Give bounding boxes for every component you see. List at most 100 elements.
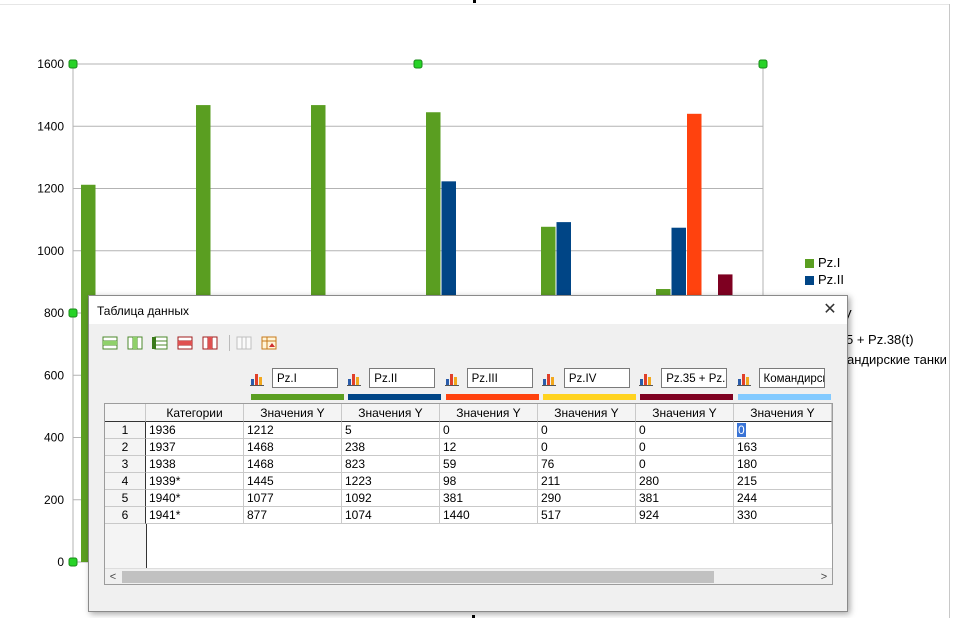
value-cell[interactable]: 381	[636, 490, 734, 507]
delete-column-icon[interactable]	[201, 334, 219, 352]
close-button[interactable]: ✕	[823, 301, 837, 318]
value-cell[interactable]: 5	[342, 422, 440, 439]
category-cell[interactable]: 1937	[146, 439, 244, 456]
series-name-field[interactable]: Pz.35 + Pz.38	[661, 368, 728, 388]
series-name-field[interactable]: Командирск	[758, 368, 825, 388]
scroll-left-button[interactable]: <	[109, 571, 117, 583]
value-cell[interactable]: 924	[636, 507, 734, 524]
series-color-bar	[348, 394, 442, 400]
selection-handle-2[interactable]	[413, 59, 423, 69]
row-header-filler	[105, 524, 147, 568]
move-series-right-icon[interactable]	[260, 334, 278, 352]
selection-handle-3[interactable]	[758, 59, 768, 69]
value-cell[interactable]: 823	[342, 456, 440, 473]
value-cell[interactable]: 211	[538, 473, 636, 490]
legend-item-pz2: Pz.II	[805, 271, 844, 289]
value-cell[interactable]: 280	[636, 473, 734, 490]
row-number[interactable]: 6	[105, 507, 146, 524]
value-cell[interactable]: 180	[734, 456, 832, 473]
value-cell[interactable]: 0	[538, 439, 636, 456]
insert-row-icon[interactable]	[101, 334, 119, 352]
row-number[interactable]: 5	[105, 490, 146, 507]
chart-type-icon[interactable]	[736, 371, 752, 387]
page-marker-bottom	[472, 615, 475, 618]
selected-cell-text: 0	[737, 423, 746, 437]
value-cell[interactable]: 1445	[244, 473, 342, 490]
insert-column-icon[interactable]	[126, 334, 144, 352]
chart-type-icon[interactable]	[346, 371, 362, 387]
category-cell[interactable]: 1936	[146, 422, 244, 439]
value-cell[interactable]: 0	[636, 422, 734, 439]
delete-row-icon[interactable]	[176, 334, 194, 352]
value-cell[interactable]: 1212	[244, 422, 342, 439]
row-number[interactable]: 2	[105, 439, 146, 456]
legend-label-command-partial: андирские танки	[847, 352, 947, 367]
row-number[interactable]: 4	[105, 473, 146, 490]
value-cell[interactable]: 1074	[342, 507, 440, 524]
value-cell[interactable]: 290	[538, 490, 636, 507]
horizontal-scrollbar[interactable]: < >	[105, 568, 832, 584]
scroll-right-button[interactable]: >	[820, 571, 828, 583]
value-cell[interactable]: 12	[440, 439, 538, 456]
insert-text-column-icon[interactable]	[151, 334, 169, 352]
value-cell[interactable]: 98	[440, 473, 538, 490]
row-number[interactable]: 3	[105, 456, 146, 473]
value-cell[interactable]: 163	[734, 439, 832, 456]
category-cell[interactable]: 1941*	[146, 507, 244, 524]
series-color-bar	[251, 394, 344, 400]
category-cell[interactable]: 1940*	[146, 490, 244, 507]
column-header-values-5[interactable]: Значения Y	[636, 404, 734, 422]
value-cell[interactable]: 1468	[244, 439, 342, 456]
value-cell[interactable]: 517	[538, 507, 636, 524]
value-cell[interactable]: 1223	[342, 473, 440, 490]
chart-type-icon[interactable]	[249, 371, 265, 387]
value-cell[interactable]: 59	[440, 456, 538, 473]
category-cell[interactable]: 1939*	[146, 473, 244, 490]
toolbar-separator	[229, 335, 230, 351]
value-cell[interactable]: 0	[636, 439, 734, 456]
dialog-titlebar[interactable]: Таблица данных ✕	[89, 296, 847, 324]
chart-type-icon[interactable]	[638, 371, 654, 387]
series-name-field[interactable]: Pz.II	[369, 368, 436, 388]
legend-item-pz1: Pz.I	[805, 254, 840, 272]
value-cell[interactable]: 1468	[244, 456, 342, 473]
selection-handle-1[interactable]	[68, 59, 78, 69]
scrollbar-thumb[interactable]	[122, 571, 714, 583]
column-header-values-6[interactable]: Значения Y	[734, 404, 832, 422]
chart-type-icon[interactable]	[541, 371, 557, 387]
value-cell[interactable]: 0	[440, 422, 538, 439]
value-cell[interactable]: 0	[734, 422, 832, 439]
value-cell[interactable]: 76	[538, 456, 636, 473]
data-table[interactable]: < > Категории Значения Y Значения Y Значени…	[104, 403, 833, 585]
column-header-values-1[interactable]: Значения Y	[244, 404, 342, 422]
column-header-values-3[interactable]: Значения Y	[440, 404, 538, 422]
value-cell[interactable]: 215	[734, 473, 832, 490]
column-header-categories[interactable]: Категории	[146, 404, 244, 422]
series-color-bar	[737, 394, 831, 400]
column-header-values-2[interactable]: Значения Y	[342, 404, 440, 422]
value-cell[interactable]: 1440	[440, 507, 538, 524]
selection-handle-4[interactable]	[68, 557, 78, 567]
legend-label-pz2: Pz.II	[818, 272, 845, 287]
value-cell[interactable]: 877	[244, 507, 342, 524]
value-cell[interactable]: 238	[342, 439, 440, 456]
value-cell[interactable]: 381	[440, 490, 538, 507]
category-cell[interactable]: 1938	[146, 456, 244, 473]
data-table-dialog[interactable]: Таблица данных ✕	[88, 295, 848, 612]
row-number[interactable]: 1	[105, 422, 146, 439]
value-cell[interactable]: 1092	[342, 490, 440, 507]
move-series-left-icon[interactable]	[235, 334, 253, 352]
series-name-field[interactable]: Pz.I	[272, 368, 338, 388]
value-cell[interactable]: 0	[636, 456, 734, 473]
value-cell[interactable]: 244	[734, 490, 832, 507]
selection-handle-5[interactable]	[68, 308, 78, 318]
series-color-bar	[640, 394, 734, 400]
value-cell[interactable]: 0	[538, 422, 636, 439]
value-cell[interactable]: 330	[734, 507, 832, 524]
value-cell[interactable]: 1077	[244, 490, 342, 507]
series-name-field[interactable]: Pz.IV	[563, 368, 630, 388]
series-name-field[interactable]: Pz.III	[466, 368, 533, 388]
column-header-values-4[interactable]: Значения Y	[538, 404, 636, 422]
chart-type-icon[interactable]	[444, 371, 460, 387]
y-tick-label-400: 400	[44, 431, 64, 445]
